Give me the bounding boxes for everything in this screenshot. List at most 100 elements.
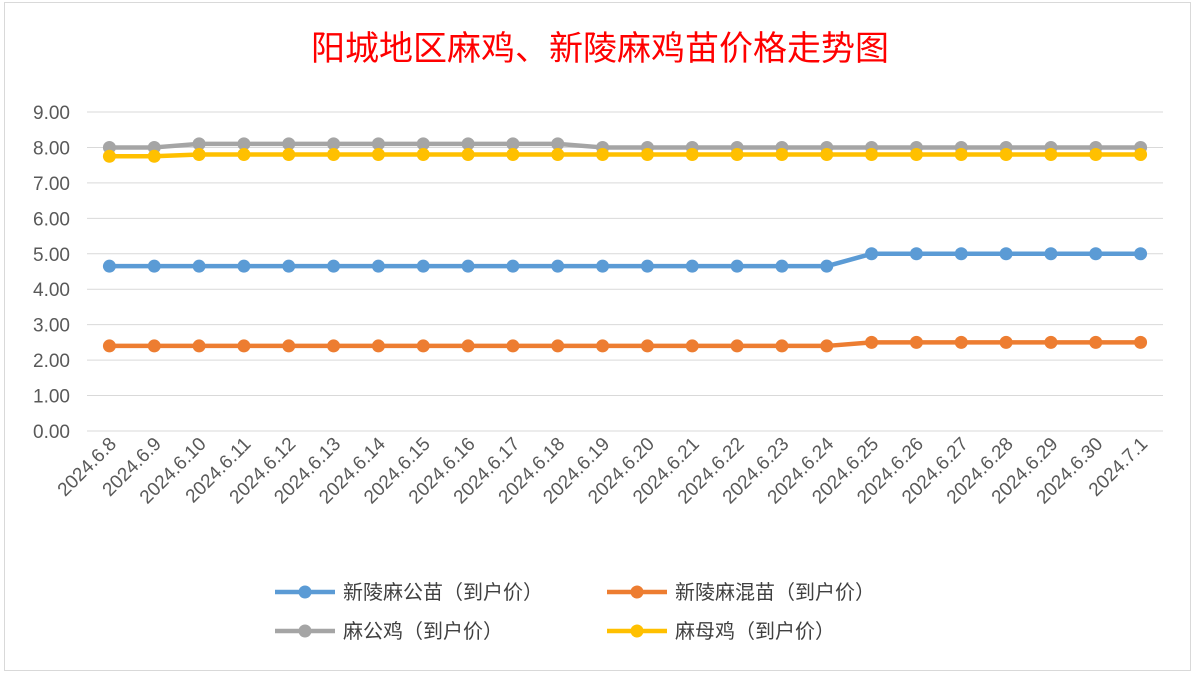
data-point xyxy=(237,137,251,151)
data-point xyxy=(640,148,654,162)
data-point xyxy=(1044,148,1058,162)
data-point xyxy=(551,339,565,353)
data-point xyxy=(327,259,341,273)
data-point xyxy=(775,259,789,273)
data-point xyxy=(282,339,296,353)
data-point xyxy=(102,259,116,273)
data-point xyxy=(1044,335,1058,349)
legend: 新陵麻公苗（到户价） 新陵麻混苗（到户价） 麻公鸡（到户价） 麻母鸡（到户价） xyxy=(275,580,875,643)
legend-label: 新陵麻公苗（到户价） xyxy=(343,580,543,604)
data-point xyxy=(1134,148,1148,162)
data-point xyxy=(685,339,699,353)
y-tick-label: 5.00 xyxy=(33,245,70,266)
legend-item: 麻母鸡（到户价） xyxy=(607,619,835,643)
data-point xyxy=(371,259,385,273)
y-tick-label: 6.00 xyxy=(33,209,70,230)
y-tick-label: 4.00 xyxy=(33,280,70,301)
data-point xyxy=(865,335,879,349)
data-point xyxy=(1089,247,1103,261)
data-point xyxy=(416,148,430,162)
y-tick-label: 1.00 xyxy=(33,387,70,408)
data-point xyxy=(551,148,565,162)
series-line xyxy=(107,152,1143,159)
chart-title: 阳城地区麻鸡、新陵麻鸡苗价格走势图 xyxy=(311,29,889,69)
data-point xyxy=(730,148,744,162)
legend-marker xyxy=(298,624,312,638)
data-point xyxy=(102,149,116,163)
data-point xyxy=(640,339,654,353)
data-point xyxy=(506,339,520,353)
x-axis-labels: 2024.6.82024.6.92024.6.102024.6.112024.6… xyxy=(54,433,1152,508)
data-point xyxy=(596,259,610,273)
series-group xyxy=(102,148,1148,163)
series-line xyxy=(107,141,1143,150)
data-point xyxy=(999,148,1013,162)
data-point xyxy=(282,259,296,273)
legend-label: 麻公鸡（到户价） xyxy=(343,619,503,643)
data-point xyxy=(147,339,161,353)
data-point xyxy=(551,137,565,151)
data-point xyxy=(551,259,565,273)
y-tick-label: 7.00 xyxy=(33,174,70,195)
y-tick-label: 8.00 xyxy=(33,138,70,159)
data-point xyxy=(282,148,296,162)
series-line xyxy=(107,251,1143,269)
data-point xyxy=(820,259,834,273)
data-point xyxy=(237,339,251,353)
legend-item: 麻公鸡（到户价） xyxy=(275,619,503,643)
y-tick-label: 2.00 xyxy=(33,351,70,372)
data-point xyxy=(102,339,116,353)
data-point xyxy=(461,137,475,151)
legend-marker xyxy=(630,585,644,599)
data-point xyxy=(461,148,475,162)
data-point xyxy=(416,259,430,273)
data-point xyxy=(909,148,923,162)
legend-item: 新陵麻公苗（到户价） xyxy=(275,580,543,604)
data-point xyxy=(596,339,610,353)
data-point xyxy=(954,247,968,261)
legend-item: 新陵麻混苗（到户价） xyxy=(607,580,875,604)
series-group xyxy=(102,247,1148,273)
y-tick-label: 9.00 xyxy=(33,103,70,124)
y-tick-label: 3.00 xyxy=(33,316,70,337)
legend-marker xyxy=(298,585,312,599)
data-point xyxy=(237,148,251,162)
data-point xyxy=(865,247,879,261)
series-group xyxy=(102,137,1148,154)
data-point xyxy=(775,148,789,162)
data-point xyxy=(327,339,341,353)
data-point xyxy=(416,137,430,151)
series-lines xyxy=(102,137,1148,353)
data-point xyxy=(192,339,206,353)
data-point xyxy=(506,148,520,162)
data-point xyxy=(999,247,1013,261)
data-point xyxy=(865,148,879,162)
data-point xyxy=(775,339,789,353)
data-point xyxy=(327,137,341,151)
data-point xyxy=(596,148,610,162)
data-point xyxy=(282,137,296,151)
data-point xyxy=(909,247,923,261)
data-point xyxy=(192,148,206,162)
data-point xyxy=(1134,247,1148,261)
data-point xyxy=(909,335,923,349)
data-point xyxy=(147,149,161,163)
y-axis-labels: 0.00 1.00 2.00 3.00 4.00 5.00 6.00 7.00 8.00 9.00 xyxy=(33,103,70,443)
data-point xyxy=(820,148,834,162)
data-point xyxy=(506,137,520,151)
data-point xyxy=(147,259,161,273)
series-line xyxy=(107,340,1143,349)
data-point xyxy=(640,259,654,273)
data-point xyxy=(1134,335,1148,349)
data-point xyxy=(1044,247,1058,261)
data-point xyxy=(730,259,744,273)
data-point xyxy=(730,339,744,353)
data-point xyxy=(506,259,520,273)
legend-label: 麻母鸡（到户价） xyxy=(675,619,835,643)
data-point xyxy=(327,148,341,162)
data-point xyxy=(461,259,475,273)
series-group xyxy=(102,335,1148,353)
data-point xyxy=(416,339,430,353)
chart-frame xyxy=(4,2,1191,671)
